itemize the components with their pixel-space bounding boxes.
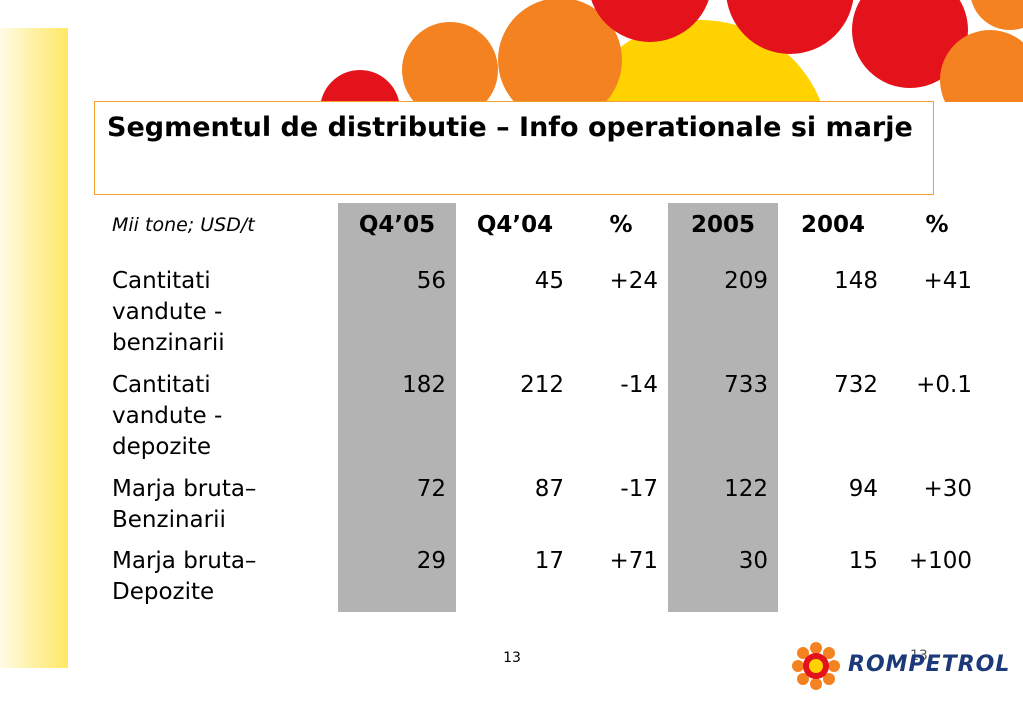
row-label: Marja bruta– Depozite (112, 548, 257, 605)
table-cell: 733 (724, 372, 768, 398)
table-cell: 15 (848, 548, 878, 574)
left-accent-bar (0, 28, 68, 668)
header-2005: 2005 (690, 212, 755, 238)
table-cell: 122 (724, 476, 768, 502)
header-q405: Q4’05 (358, 212, 436, 238)
table-cell: +24 (609, 268, 658, 294)
header-2004: 2004 (800, 212, 865, 238)
row-label: Cantitati vandute - benzinarii (112, 268, 225, 356)
row-label: Cantitati vandute - depozite (112, 372, 223, 460)
shaded-column-q405 (338, 203, 456, 612)
table-cell: +30 (923, 476, 972, 502)
table-cell: +41 (923, 268, 972, 294)
table-cell: -14 (620, 372, 658, 398)
table-cell: +71 (609, 548, 658, 574)
table-cell: 87 (534, 476, 564, 502)
sun-graphic (320, 0, 1023, 102)
header-pct-year: % (925, 212, 949, 238)
page-number: 13 (503, 650, 521, 666)
table-cell: +0.1 (916, 372, 972, 398)
page-number-overlay: 13 (910, 648, 928, 664)
table-cell: 56 (416, 268, 446, 294)
table-cell: 29 (416, 548, 446, 574)
table-cell: 732 (834, 372, 878, 398)
rompetrol-sun-icon (792, 642, 840, 690)
title-box: Segmentul de distributie – Info operatio… (94, 101, 934, 195)
table-cell: 94 (848, 476, 878, 502)
table-cell: 148 (834, 268, 878, 294)
table-cell: 72 (416, 476, 446, 502)
table-cell: +100 (908, 548, 972, 574)
table-cell: 30 (738, 548, 768, 574)
units-label: Mii tone; USD/t (112, 214, 255, 236)
row-label: Marja bruta– Benzinarii (112, 476, 257, 533)
table-cell: 212 (520, 372, 564, 398)
table-cell: 182 (402, 372, 446, 398)
page-title: Segmentul de distributie – Info operatio… (107, 112, 913, 143)
header-pct-quarter: % (609, 212, 633, 238)
table-cell: 209 (724, 268, 768, 294)
rompetrol-logo-text: ROMPETROL (848, 652, 1011, 677)
header-q404: Q4’04 (476, 212, 554, 238)
table-cell: -17 (620, 476, 658, 502)
table-cell: 45 (534, 268, 564, 294)
table-cell: 17 (534, 548, 564, 574)
shaded-column-2005 (668, 203, 778, 612)
